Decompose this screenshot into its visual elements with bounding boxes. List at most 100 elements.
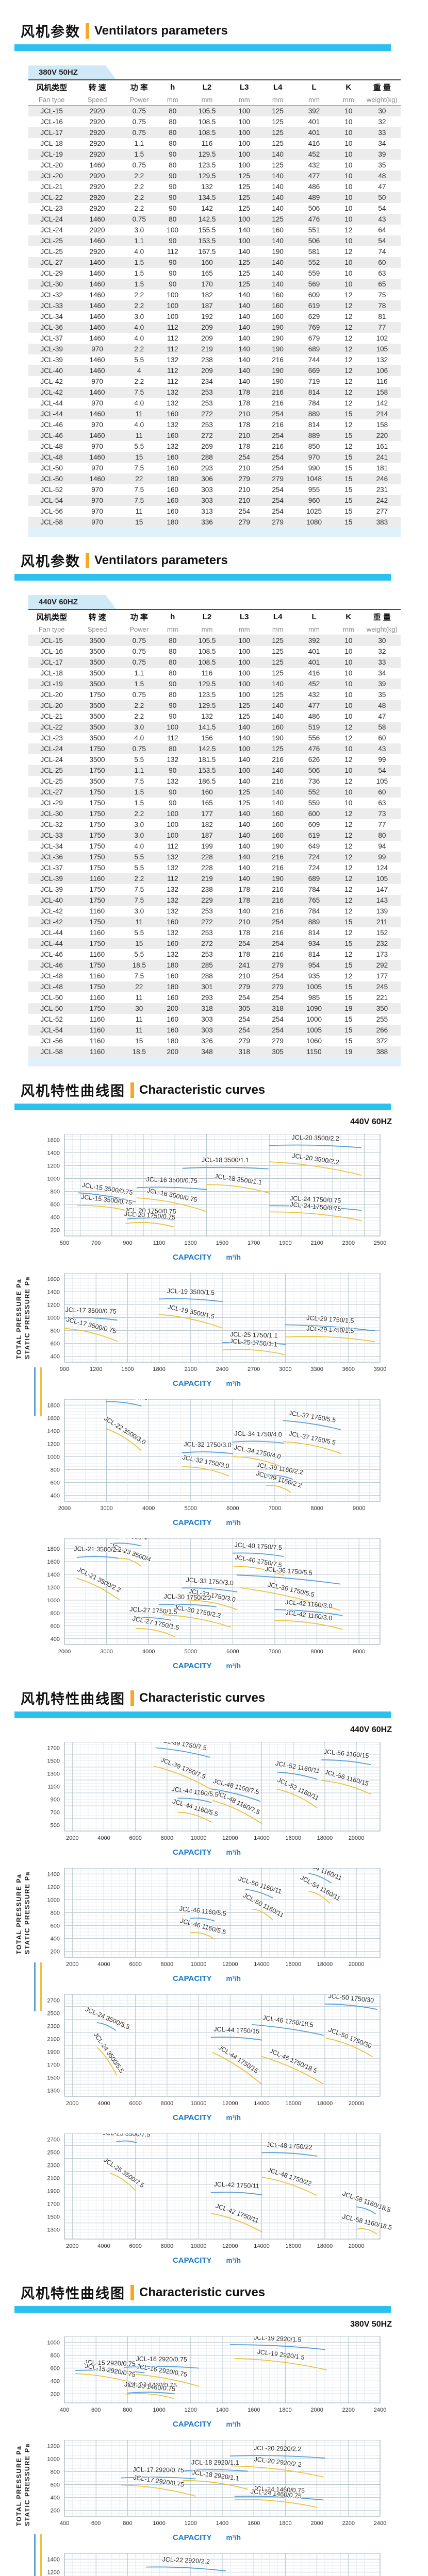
x-axis-tick-label: 14000 [254, 1961, 270, 1968]
x-axis-tick-label: 14000 [254, 2100, 270, 2107]
cell: JCL-23 [40, 205, 63, 212]
cell: 254 [272, 464, 284, 472]
cell: 43 [378, 745, 386, 753]
cell: 12 [344, 929, 353, 937]
capacity-axis-label: CAPACITY m³/h [173, 1848, 241, 1857]
curve-static-pressure [119, 1557, 142, 1567]
curve-static-pressure [154, 1766, 211, 1790]
cell: 80 [169, 745, 177, 753]
x-axis-tick-label: 6000 [129, 2243, 141, 2249]
x-axis-tick-label: 4000 [142, 1505, 155, 1512]
cell: 1460 [89, 453, 105, 461]
curve-label: JCL-21 3500/2.2 [76, 1566, 122, 1594]
cell: 180 [167, 1037, 178, 1045]
cell: JCL-44 [40, 399, 63, 407]
cell: 15 [344, 507, 353, 515]
cell: 1.1 [134, 140, 144, 147]
cell: 1460 [89, 237, 105, 245]
cell: 156 [201, 734, 213, 742]
cell: 54 [378, 205, 386, 212]
cell: 132 [201, 183, 213, 191]
table-bottom-band [28, 1057, 401, 1066]
y-axis-tick-label: 1400 [47, 1572, 60, 1578]
table-row: JCL-32 1460 2.2 100 182 140 160 609 12 75 [28, 290, 401, 300]
table-row: JCL-40 1460 4 112 209 140 190 669 12 106 [28, 365, 401, 376]
cell: 125 [238, 172, 250, 180]
cell: 814 [308, 929, 320, 937]
cell: 581 [308, 248, 320, 256]
curve-total-pressure [222, 1342, 286, 1345]
curve-static-pressure [222, 1349, 285, 1355]
cell: 7.5 [134, 896, 144, 904]
cell: 80 [169, 118, 177, 126]
cell: 416 [308, 140, 320, 147]
cell: 100 [238, 745, 250, 753]
cell: 132 [167, 907, 178, 915]
y-axis-tick-label: 1900 [47, 2049, 60, 2056]
cell: 293 [201, 464, 213, 472]
cell: 388 [376, 1048, 388, 1056]
table-row: JCL-15 2920 0.75 80 105.5 100 125 392 10 30 [28, 105, 401, 116]
cell: 609 [308, 821, 320, 828]
cell: 303 [201, 497, 213, 504]
cell: 4.0 [134, 842, 144, 850]
cell: 12 [344, 291, 353, 299]
x-axis-tick-label: 1900 [279, 1240, 291, 1246]
cell: 12 [344, 443, 353, 450]
curve-total-pressure [269, 1144, 362, 1148]
curve-total-pressure [285, 1324, 375, 1332]
x-axis-tick-label: 2100 [185, 1366, 197, 1372]
y-axis-tick-label: 1400 [47, 1150, 60, 1156]
cell: 11 [135, 507, 143, 515]
cell: 190 [272, 367, 284, 375]
cell: 140 [272, 702, 284, 709]
x-axis-tick-label: 1200 [185, 2407, 197, 2413]
cell: 12 [344, 972, 353, 980]
section-title-zh: 风机特性曲线图 [21, 1691, 125, 1707]
cell: 209 [201, 334, 213, 342]
cell: 253 [201, 929, 213, 937]
cell: 43 [378, 215, 386, 223]
cell: 10 [344, 107, 353, 115]
cell: 100 [167, 821, 178, 828]
cell: 506 [308, 237, 320, 245]
cell: JCL-42 [40, 388, 63, 396]
cell: 100 [238, 107, 250, 115]
y-axis-tick-label: 1200 [47, 1302, 60, 1308]
cell: 629 [308, 313, 320, 320]
cell: 10 [344, 150, 353, 158]
column-unit: mm [333, 94, 364, 106]
curve-static-pressure [232, 1565, 284, 1576]
grid-lines [64, 2336, 381, 2403]
fan-parameters-table: 风机类型转 速功 率 h L2 L3 L4 L K 重 量 Fan type Speed Power… [28, 609, 401, 1057]
curve-total-pressure [182, 1451, 234, 1454]
cell: 689 [308, 875, 320, 883]
cell: 125 [238, 799, 250, 807]
cell: 32 [378, 648, 386, 655]
table-row: JCL-23 2920 2.2 90 142 125 140 506 10 54 [28, 203, 401, 214]
x-axis-tick-label: 1000 [153, 2407, 165, 2413]
curve-static-pressure [285, 1336, 375, 1342]
cell: 10 [344, 691, 353, 699]
cell: 140 [238, 378, 250, 385]
cell: 132 [167, 388, 178, 396]
y-axis-tick-label: 1600 [47, 1415, 60, 1421]
curve-static-pressure [261, 2056, 324, 2084]
curve-label: JCL-25 3500/7.5 [103, 2133, 151, 2138]
cell: 12 [344, 324, 353, 331]
cell: 210 [238, 432, 250, 439]
cell: 60 [378, 734, 386, 742]
cell: 78 [378, 302, 386, 310]
cell: 15 [344, 1037, 353, 1045]
cell: 10 [344, 767, 353, 774]
cell: 7.5 [134, 972, 144, 980]
cell: 30 [378, 107, 386, 115]
cell: 165 [201, 799, 213, 807]
curve-static-pressure [212, 2052, 262, 2085]
curve-static-pressure [266, 1485, 291, 1493]
curve-static-pressure [121, 2484, 196, 2497]
cell: 303 [201, 486, 213, 494]
cell: JCL-52 [40, 1015, 63, 1023]
curve-label: JCL-18 3500/1.1 [202, 1156, 250, 1163]
cell: 140 [238, 842, 250, 850]
